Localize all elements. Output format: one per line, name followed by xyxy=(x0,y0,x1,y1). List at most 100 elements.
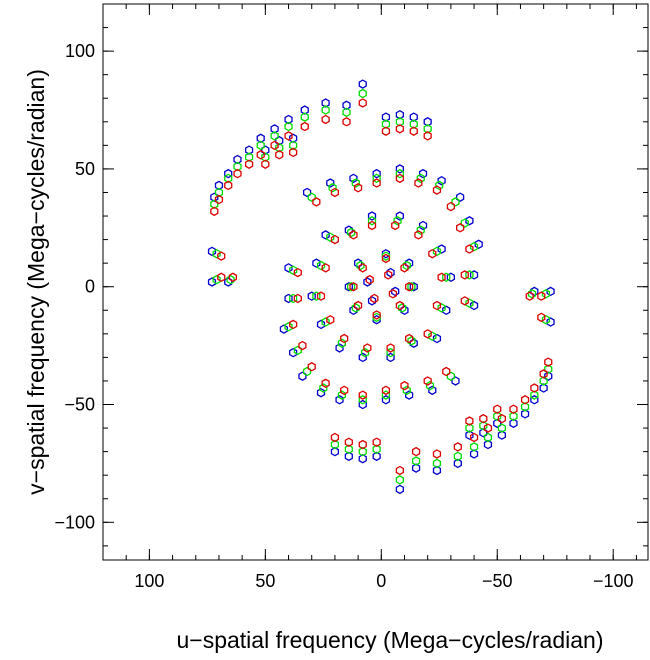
uv-point xyxy=(479,413,488,424)
uv-point xyxy=(432,458,442,469)
uv-point xyxy=(453,451,462,462)
uv-point xyxy=(432,449,442,459)
uv-point xyxy=(465,270,474,280)
uv-point xyxy=(395,484,404,495)
uv-point xyxy=(393,215,402,226)
uv-point xyxy=(546,317,555,327)
uv-point xyxy=(497,430,507,440)
uv-point xyxy=(465,416,474,426)
uv-point xyxy=(284,131,293,141)
y-tick-label: 100 xyxy=(65,41,95,61)
uv-point xyxy=(509,418,518,429)
uv-point xyxy=(446,201,455,212)
uv-point xyxy=(363,277,372,287)
x-tick-label: −50 xyxy=(482,571,513,591)
uv-point xyxy=(347,281,356,292)
uv-point xyxy=(367,215,377,226)
uv-point xyxy=(275,150,284,160)
uv-point xyxy=(353,183,363,193)
y-tick-label: −100 xyxy=(54,512,95,532)
uv-point xyxy=(224,173,233,184)
uv-point xyxy=(344,444,353,455)
uv-point xyxy=(365,274,374,285)
uv-point xyxy=(483,439,493,450)
uv-point xyxy=(423,376,432,386)
uv-point xyxy=(284,121,293,132)
uv-point xyxy=(483,423,493,433)
uv-point xyxy=(289,293,298,304)
uv-point xyxy=(527,289,537,299)
axis-ticks xyxy=(102,3,648,560)
uv-point xyxy=(437,272,446,283)
uv-point xyxy=(381,126,391,136)
uv-point xyxy=(284,322,293,332)
uv-point xyxy=(244,145,254,155)
uv-point xyxy=(537,291,546,301)
uv-point xyxy=(293,293,302,304)
uv-point xyxy=(367,211,377,221)
uv-point xyxy=(469,300,479,311)
uv-point xyxy=(212,274,221,285)
uv-point xyxy=(321,114,330,125)
uv-point xyxy=(465,298,474,308)
uv-point xyxy=(435,180,444,191)
uv-point xyxy=(395,124,404,134)
uv-point xyxy=(432,300,442,311)
uv-point xyxy=(381,385,391,396)
uv-point xyxy=(395,168,404,179)
uv-point xyxy=(244,152,254,162)
uv-point xyxy=(520,395,530,405)
uv-point xyxy=(469,241,479,252)
uv-point xyxy=(418,220,428,231)
uv-point xyxy=(353,300,363,311)
uv-point xyxy=(244,159,254,169)
uv-point xyxy=(544,357,553,367)
uv-point xyxy=(358,98,367,108)
uv-point xyxy=(367,220,377,231)
uv-point xyxy=(497,413,507,424)
uv-point xyxy=(530,390,539,400)
uv-point xyxy=(340,333,349,344)
uv-point xyxy=(275,142,284,153)
uv-point xyxy=(405,281,414,292)
uv-point xyxy=(497,423,507,433)
uv-point xyxy=(358,88,367,99)
uv-point xyxy=(411,446,421,457)
uv-point xyxy=(395,475,404,485)
uv-point xyxy=(395,173,404,184)
uv-point xyxy=(321,263,330,273)
uv-point xyxy=(418,168,428,179)
uv-point xyxy=(437,303,446,313)
uv-point xyxy=(544,364,553,374)
uv-point xyxy=(388,289,398,299)
uv-point xyxy=(372,437,381,447)
uv-point xyxy=(358,446,367,457)
y-tick-label: 50 xyxy=(75,159,95,179)
uv-point xyxy=(312,197,321,207)
uv-point xyxy=(261,159,270,169)
uv-point xyxy=(300,121,309,132)
uv-point xyxy=(302,187,312,198)
uv-point xyxy=(460,270,469,280)
uv-point xyxy=(541,289,551,299)
uv-point xyxy=(411,456,421,466)
uv-point xyxy=(344,451,353,462)
uv-point xyxy=(293,267,302,278)
uv-point xyxy=(342,107,351,118)
uv-point xyxy=(289,140,298,151)
uv-point xyxy=(233,161,242,172)
uv-point xyxy=(391,220,400,231)
uv-point xyxy=(372,178,381,188)
uv-point xyxy=(224,180,233,191)
uv-point xyxy=(349,173,358,184)
uv-point xyxy=(384,270,393,280)
uv-point xyxy=(316,319,326,330)
uv-point xyxy=(465,430,474,440)
uv-point xyxy=(300,112,309,122)
uv-point xyxy=(386,343,395,353)
uv-point xyxy=(363,343,372,353)
uv-point xyxy=(344,225,353,235)
uv-point xyxy=(541,314,551,325)
uv-point xyxy=(520,402,530,412)
uv-point xyxy=(356,260,365,271)
